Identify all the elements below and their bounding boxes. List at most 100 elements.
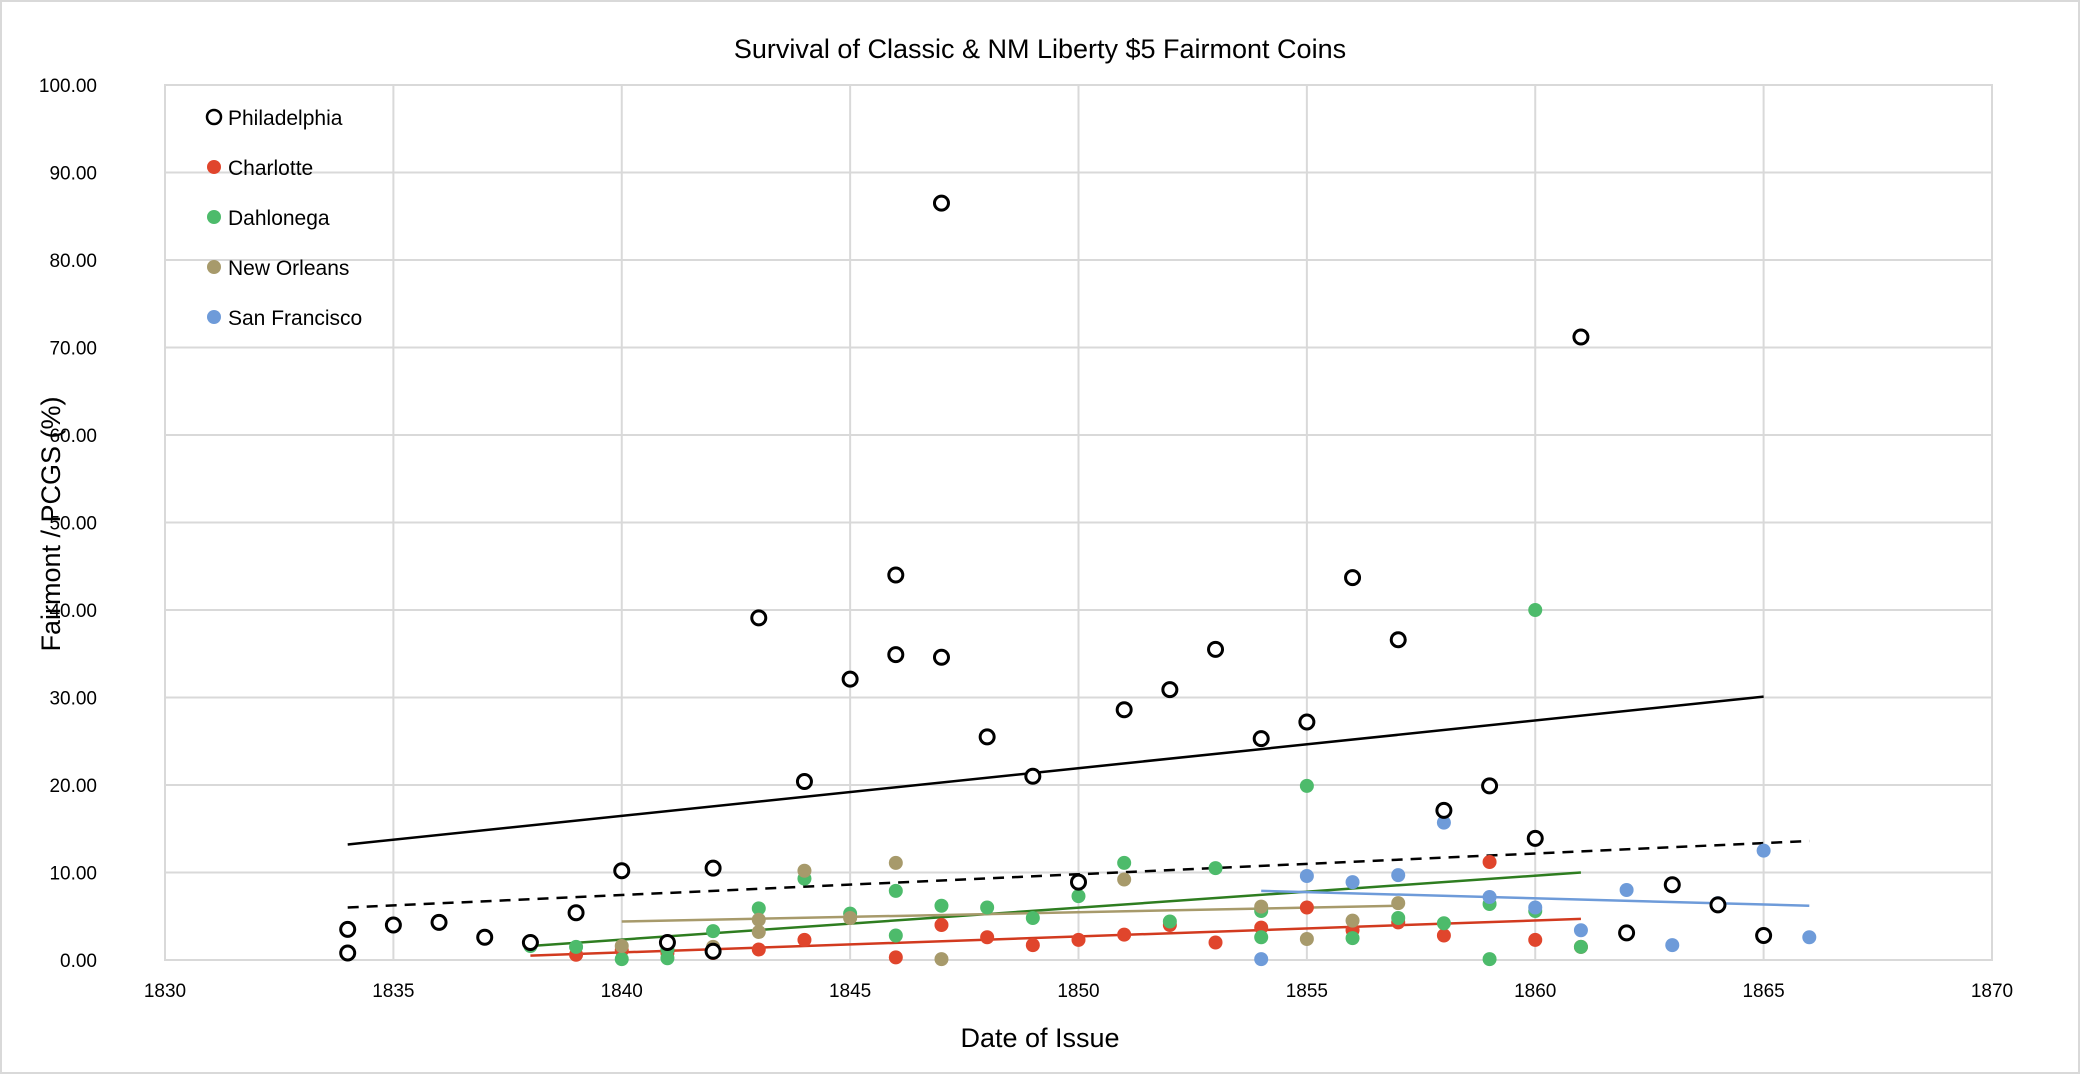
point-philadelphia — [1481, 777, 1499, 795]
gridlines — [164, 84, 1993, 961]
legend-label-dahlonega: Dahlonega — [228, 207, 330, 230]
point-new-orleans — [751, 912, 766, 927]
x-tick-label: 1870 — [1971, 981, 2013, 1002]
point-dahlonega — [1117, 855, 1132, 870]
point-philadelphia — [476, 928, 494, 946]
point-dahlonega — [980, 900, 995, 915]
point-charlotte — [888, 950, 903, 965]
point-philadelphia — [613, 862, 631, 880]
point-philadelphia — [339, 920, 357, 938]
x-tick-label: 1865 — [1742, 981, 1784, 1002]
legend-marker-san-francisco — [207, 310, 221, 324]
point-philadelphia — [887, 646, 905, 664]
point-san-francisco — [1254, 952, 1269, 967]
x-tick-label: 1860 — [1514, 981, 1556, 1002]
x-tick-label: 1855 — [1286, 981, 1328, 1002]
point-dahlonega — [1391, 911, 1406, 925]
point-dahlonega — [614, 952, 629, 967]
y-tick-label: 50.00 — [49, 514, 97, 535]
point-new-orleans — [1391, 896, 1406, 911]
point-philadelphia — [978, 728, 996, 746]
y-tick-label: 30.00 — [49, 689, 97, 710]
point-philadelphia — [1070, 873, 1087, 891]
point-san-francisco — [1756, 843, 1771, 858]
point-new-orleans — [843, 911, 858, 925]
point-san-francisco — [1802, 930, 1817, 945]
point-san-francisco — [1436, 815, 1451, 830]
point-philadelphia — [1618, 924, 1636, 942]
point-dahlonega — [1345, 931, 1360, 946]
chart-title: Survival of Classic & NM Liberty $5 Fair… — [734, 34, 1346, 64]
x-tick-label: 1835 — [372, 981, 414, 1002]
legend-marker-dahlonega — [207, 210, 221, 224]
point-dahlonega — [569, 939, 584, 954]
trendline-philadelphia — [347, 695, 1764, 846]
point-san-francisco — [1619, 883, 1634, 897]
legend-label-philadelphia: Philadelphia — [228, 107, 343, 130]
point-philadelphia — [1207, 640, 1225, 658]
point-new-orleans — [1117, 872, 1132, 887]
y-tick-label: 100.00 — [39, 76, 97, 97]
axes: 1830 1835 1840 1845 1850 1855 1860 1865 1870 0.00… — [39, 76, 2013, 1002]
point-philadelphia — [1115, 701, 1133, 719]
legend-marker-charlotte — [207, 160, 221, 174]
point-philadelphia — [1526, 829, 1544, 847]
x-tick-label: 1840 — [601, 981, 643, 1002]
x-tick-label: 1830 — [144, 981, 186, 1002]
point-charlotte — [797, 932, 812, 947]
point-philadelphia — [887, 566, 905, 584]
y-tick-label: 90.00 — [49, 164, 97, 185]
plot-area-border — [164, 84, 1993, 961]
x-axis-title: Date of Issue — [960, 1023, 1119, 1053]
point-new-orleans — [614, 939, 629, 953]
legend-label-new-orleans: New Orleans — [228, 257, 349, 280]
y-tick-label: 10.00 — [49, 864, 97, 885]
point-dahlonega — [1162, 914, 1177, 929]
point-philadelphia — [1663, 876, 1681, 894]
point-san-francisco — [1665, 938, 1680, 953]
point-charlotte — [751, 942, 766, 957]
legend-label-charlotte: Charlotte — [228, 157, 313, 180]
trendline-dahlonega — [530, 871, 1582, 948]
point-san-francisco — [1482, 890, 1497, 904]
point-philadelphia — [1755, 927, 1773, 944]
point-dahlonega — [1299, 778, 1314, 793]
x-tick-label: 1850 — [1057, 981, 1099, 1002]
point-dahlonega — [1528, 603, 1543, 617]
legend-marker-philadelphia — [205, 108, 223, 126]
point-charlotte — [1025, 938, 1040, 953]
point-dahlonega — [706, 924, 721, 939]
point-philadelphia — [1709, 896, 1727, 914]
point-san-francisco — [1573, 923, 1588, 938]
point-philadelphia — [521, 934, 539, 951]
point-dahlonega — [934, 898, 949, 913]
point-philadelphia — [1024, 767, 1042, 785]
point-dahlonega — [1573, 939, 1588, 954]
point-dahlonega — [751, 901, 766, 916]
point-new-orleans — [934, 952, 949, 967]
point-charlotte — [1071, 932, 1086, 947]
point-dahlonega — [1025, 911, 1040, 925]
point-dahlonega — [1482, 952, 1497, 967]
point-dahlonega — [1071, 889, 1086, 904]
point-philadelphia — [750, 609, 768, 627]
point-san-francisco — [1345, 875, 1360, 890]
y-tick-label: 20.00 — [49, 776, 97, 797]
point-charlotte — [980, 930, 995, 945]
point-philadelphia — [1572, 328, 1590, 346]
point-san-francisco — [1299, 869, 1314, 883]
point-dahlonega — [888, 883, 903, 898]
point-philadelphia — [1252, 730, 1270, 748]
point-charlotte — [1254, 920, 1269, 935]
point-charlotte — [1528, 932, 1543, 947]
point-new-orleans — [1254, 899, 1269, 914]
point-philadelphia — [932, 194, 950, 212]
point-philadelphia — [339, 944, 357, 962]
point-charlotte — [934, 918, 949, 932]
point-dahlonega — [888, 928, 903, 943]
y-axis-title: Fairmont / PCGS (%) — [36, 396, 66, 651]
point-new-orleans — [751, 925, 766, 939]
